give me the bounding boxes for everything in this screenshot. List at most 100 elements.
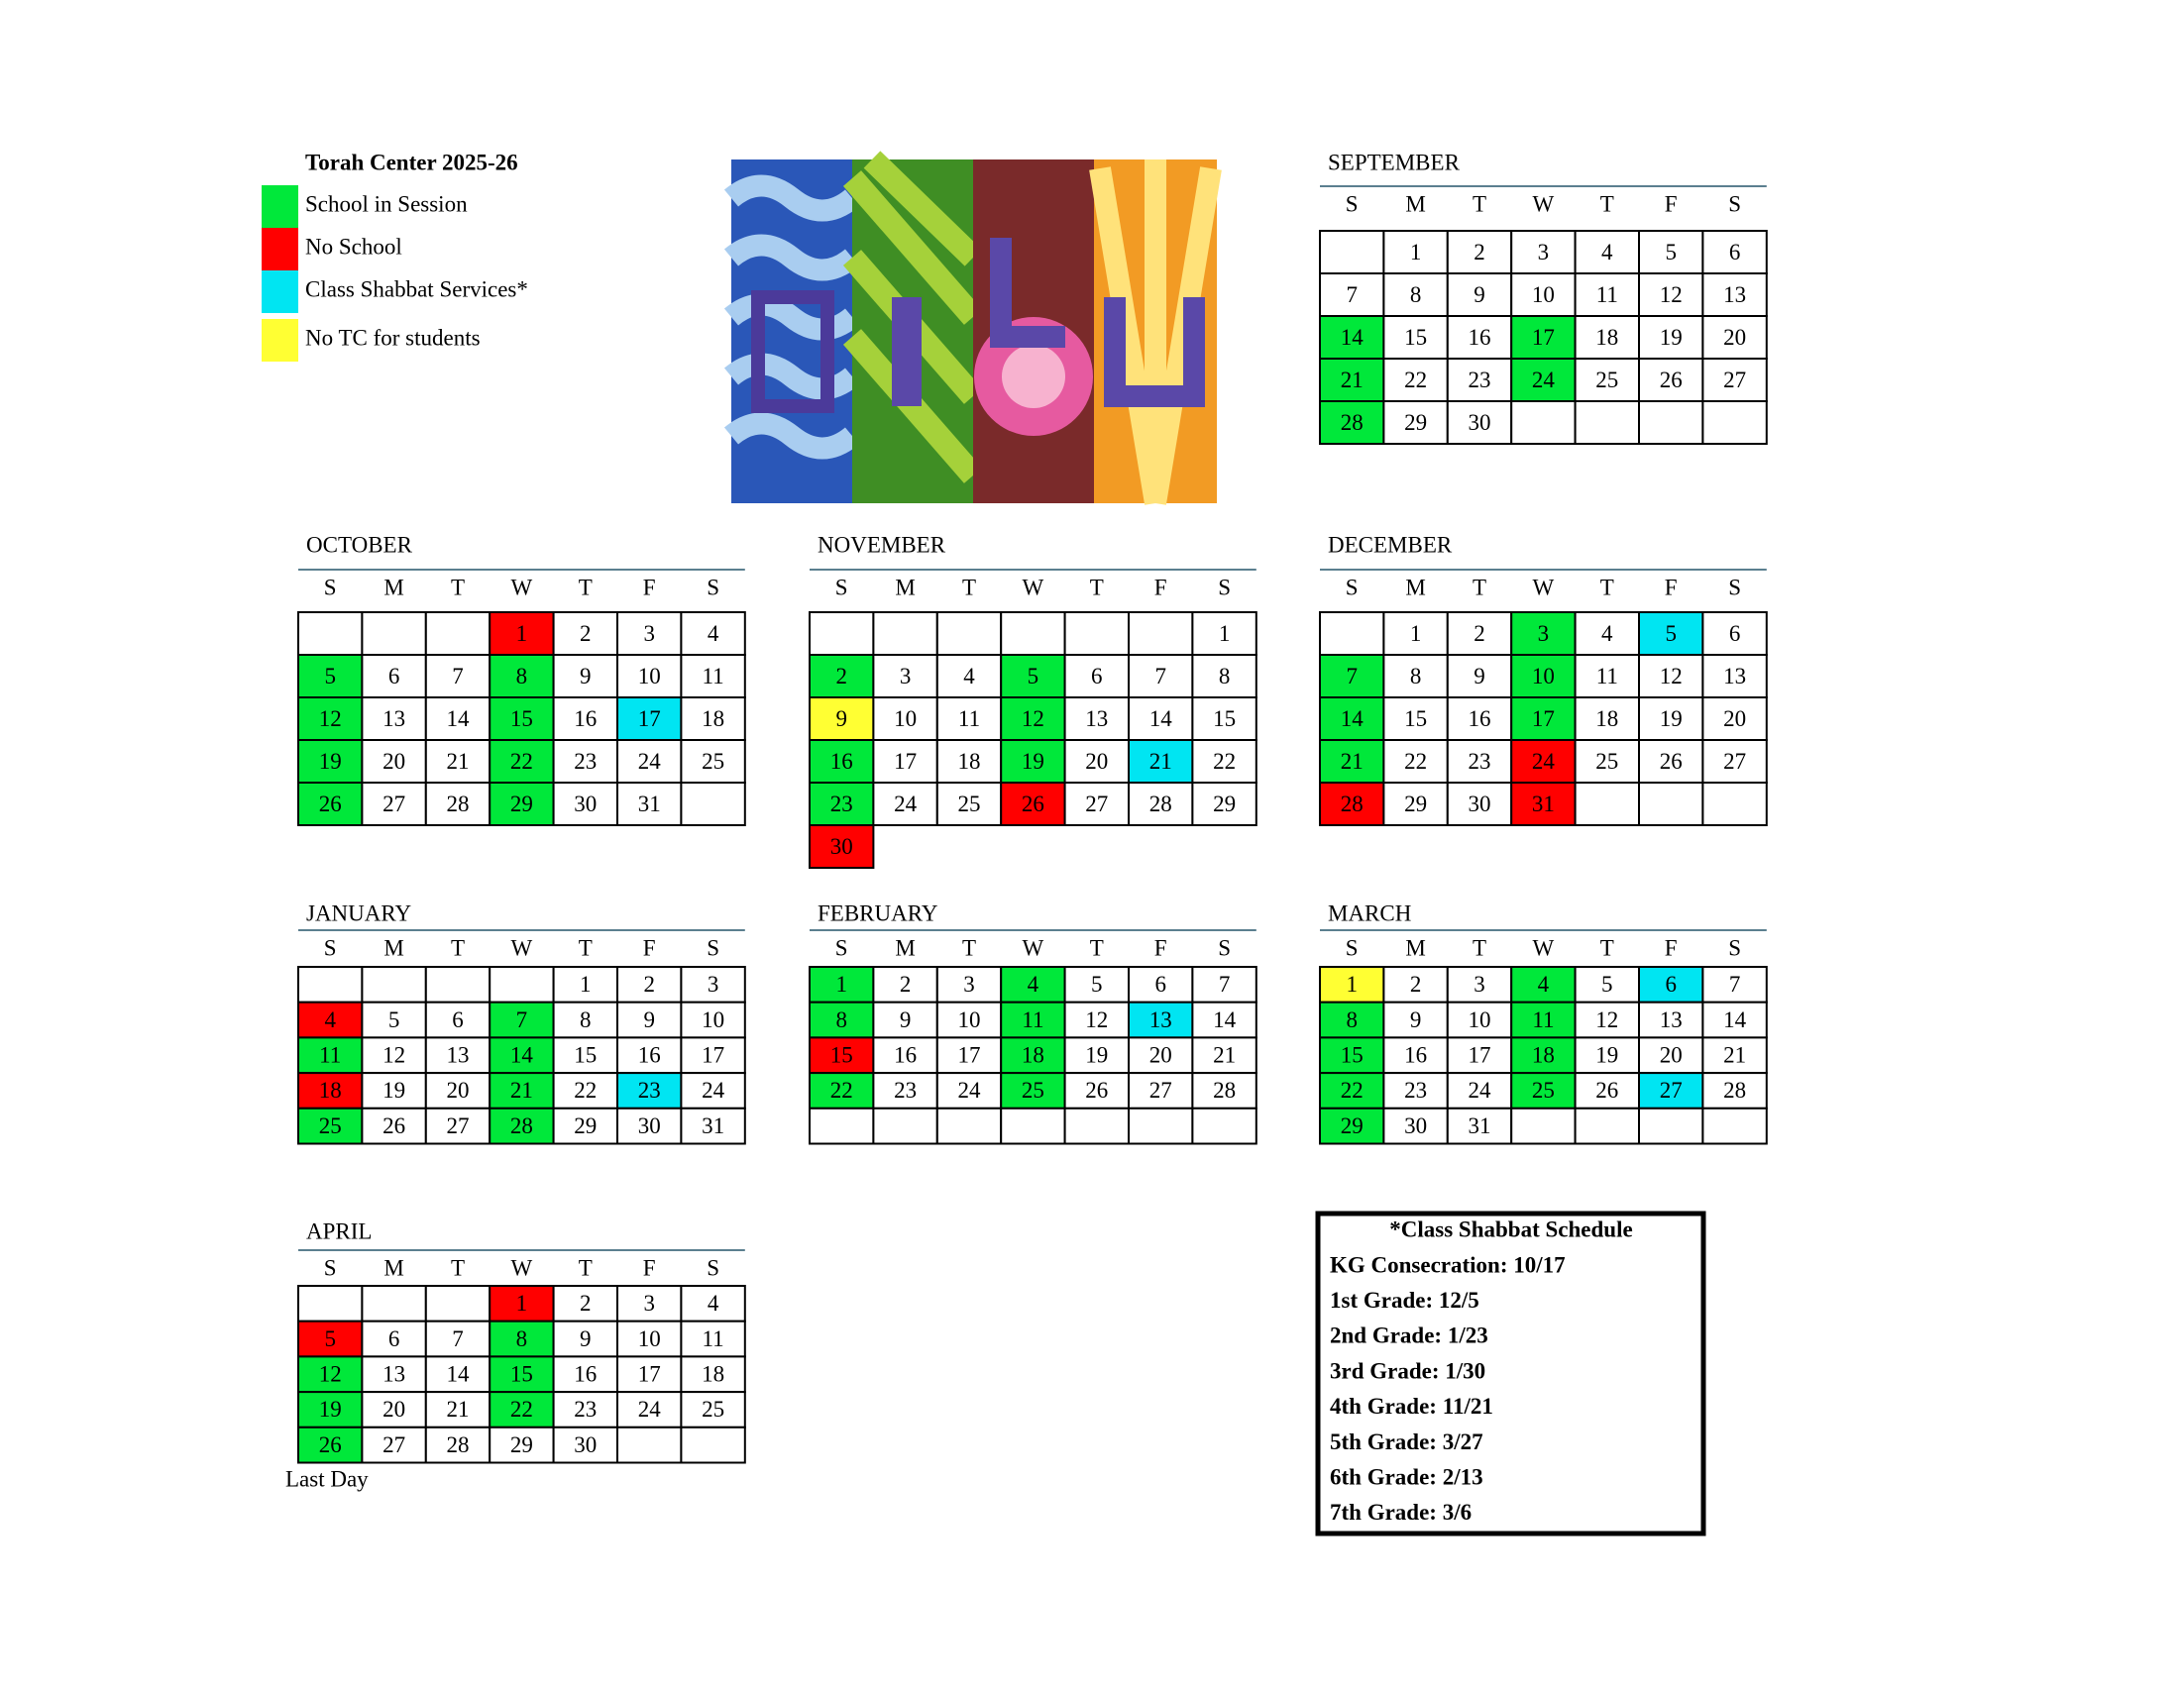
- day-cell: [1574, 315, 1640, 360]
- day-cell: [935, 966, 1003, 1004]
- day-number: 22: [510, 1397, 533, 1422]
- day-number: 21: [510, 1078, 533, 1103]
- weekday-label: S: [1218, 575, 1231, 599]
- day-cell: [552, 1107, 618, 1145]
- day-number: 13: [1723, 664, 1746, 688]
- day-cell: [361, 1072, 427, 1110]
- day-number: 6: [388, 1326, 400, 1351]
- artwork: [723, 151, 1222, 505]
- weekday-label: S: [1218, 935, 1231, 960]
- weekday-label: W: [1023, 575, 1044, 599]
- weekday-label: T: [962, 935, 976, 960]
- month-title: NOVEMBER: [818, 532, 946, 557]
- day-number: 25: [1595, 368, 1618, 392]
- day-cell: [872, 611, 938, 656]
- day-cell: [361, 1001, 427, 1039]
- day-number: 5: [324, 664, 336, 688]
- day-cell: [935, 1001, 1003, 1039]
- weekday-label: F: [643, 935, 656, 960]
- day-cell: [1701, 358, 1768, 402]
- day-cell: [680, 782, 746, 826]
- day-cell: [1446, 230, 1513, 274]
- weekday-label: M: [895, 935, 915, 960]
- day-number: 8: [580, 1007, 592, 1032]
- day-cell: [424, 782, 491, 826]
- day-cell: [297, 1355, 364, 1394]
- month-title: APRIL: [306, 1218, 372, 1243]
- day-cell: [616, 1320, 683, 1358]
- day-number: 5: [388, 1007, 400, 1032]
- day-number: 3: [1474, 972, 1485, 997]
- weekday-label: S: [707, 575, 719, 599]
- day-number: 7: [1346, 664, 1358, 688]
- weekday-label: T: [1473, 191, 1486, 216]
- day-number: 5: [1665, 621, 1677, 646]
- day-number: 14: [447, 706, 471, 731]
- day-number: 27: [1085, 792, 1108, 816]
- day-number: 10: [958, 1007, 981, 1032]
- day-number: 10: [638, 664, 661, 688]
- weekday-label: W: [511, 1255, 533, 1280]
- day-cell: [1000, 1107, 1066, 1145]
- day-number: 23: [574, 1397, 597, 1422]
- weekday-label: S: [1346, 935, 1359, 960]
- weekday-label: T: [579, 935, 593, 960]
- weekday-label: M: [383, 1255, 403, 1280]
- day-cell: [1574, 966, 1640, 1004]
- day-cell: [1574, 1072, 1640, 1110]
- day-number: 12: [319, 1362, 342, 1387]
- day-number: 27: [1723, 749, 1746, 774]
- day-cell: [1701, 696, 1768, 741]
- day-number: 2: [643, 972, 655, 997]
- day-number: 1: [1410, 621, 1422, 646]
- day-cell: [1701, 654, 1768, 698]
- day-number: 8: [1346, 1007, 1358, 1032]
- day-cell: [1191, 696, 1257, 741]
- day-number: 23: [574, 749, 597, 774]
- day-cell: [489, 1001, 555, 1039]
- legend-swatch: [262, 270, 298, 313]
- day-number: 4: [1028, 972, 1039, 997]
- day-number: 14: [510, 1043, 534, 1068]
- schedule-box: [1315, 1211, 1706, 1536]
- day-number: 26: [1085, 1078, 1108, 1103]
- day-number: 22: [1213, 749, 1236, 774]
- day-cell: [361, 1285, 427, 1323]
- day-number: 24: [894, 792, 918, 816]
- day-number: 29: [574, 1113, 597, 1138]
- weekday-label: M: [383, 575, 403, 599]
- day-number: 21: [1213, 1043, 1236, 1068]
- day-number: 29: [1404, 792, 1427, 816]
- day-number: 9: [1474, 282, 1485, 307]
- day-number: 4: [1538, 972, 1550, 997]
- day-number: 14: [1341, 706, 1365, 731]
- weekday-label: M: [383, 935, 403, 960]
- day-cell: [1191, 739, 1257, 784]
- day-number: 28: [447, 1432, 470, 1457]
- day-number: 25: [702, 749, 724, 774]
- day-number: 23: [830, 792, 853, 816]
- day-cell: [297, 1391, 364, 1428]
- schedule-line: KG Consecration: 10/17: [1330, 1252, 1566, 1277]
- day-number: 22: [1404, 749, 1427, 774]
- day-number: 24: [638, 749, 662, 774]
- day-cell: [297, 1072, 364, 1110]
- day-number: 15: [830, 1043, 853, 1068]
- day-number: 2: [835, 664, 847, 688]
- day-cell: [680, 1320, 746, 1358]
- schedule-line: 5th Grade: 3/27: [1330, 1429, 1483, 1454]
- day-cell: [935, 1072, 1003, 1110]
- weekday-label: W: [1023, 935, 1044, 960]
- day-cell: [680, 1391, 746, 1428]
- weekday-label: M: [1405, 935, 1425, 960]
- day-cell: [809, 1107, 875, 1145]
- day-number: 28: [1213, 1078, 1236, 1103]
- day-cell: [552, 1355, 618, 1394]
- weekday-label: T: [1473, 575, 1486, 599]
- weekday-label: S: [835, 575, 848, 599]
- weekday-label: W: [1533, 191, 1555, 216]
- day-number: 9: [580, 664, 592, 688]
- day-number: 3: [1538, 240, 1550, 265]
- day-number: 27: [1660, 1078, 1683, 1103]
- day-cell: [489, 1426, 555, 1464]
